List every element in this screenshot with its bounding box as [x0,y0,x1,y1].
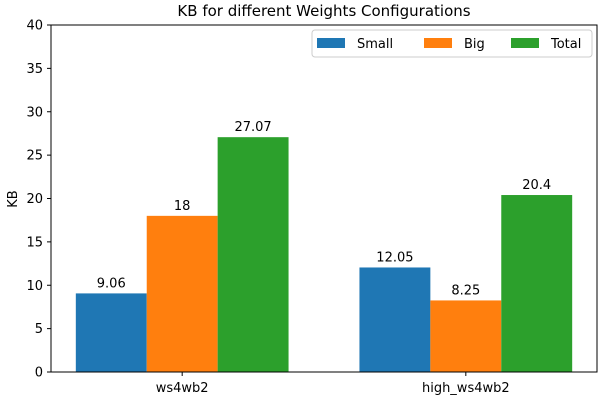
y-axis-label: KB [6,190,21,207]
bar-small-ws4wb2 [75,293,147,372]
chart-title: KB for different Weights Configurations [177,2,470,20]
bar-small-high-ws4wb2 [359,267,431,372]
bar-big-high-ws4wb2 [430,300,502,372]
plot-frame [50,24,598,373]
bars-group [75,137,573,372]
legend-label-big: Big [464,37,485,52]
data-label-small-high-ws4wb2: 12.05 [376,250,413,265]
y-axis: 0 5 10 15 20 25 30 35 40 [26,19,51,381]
legend-swatch-big [424,38,452,48]
legend-label-small: Small [357,37,393,52]
x-tick-label: ws4wb2 [156,381,209,396]
data-label-small-ws4wb2: 9.06 [97,276,126,291]
legend-swatch-small [317,38,345,48]
data-label-total-ws4wb2: 27.07 [234,120,271,135]
y-tick-label: 5 [35,322,43,337]
legend-swatch-total [511,38,539,48]
y-tick-label: 10 [26,279,43,294]
bar-total-ws4wb2 [217,137,289,372]
data-label-big-high-ws4wb2: 8.25 [451,283,480,298]
y-tick-label: 25 [26,149,43,164]
data-label-big-ws4wb2: 18 [174,199,191,214]
y-tick-label: 0 [35,366,43,381]
bar-total-high-ws4wb2 [501,195,573,372]
y-tick-label: 30 [26,105,43,120]
y-tick-label: 35 [26,62,43,77]
y-tick-label: 40 [26,19,43,34]
legend-label-total: Total [550,37,581,52]
y-tick-label: 15 [26,235,43,250]
bar-big-ws4wb2 [146,215,218,372]
x-tick-label: high_ws4wb2 [422,381,510,396]
data-labels-group: 9.06 12.05 18 8.25 27.07 20.4 [97,120,551,298]
legend: Small Big Total [311,29,593,58]
y-tick-label: 20 [26,192,43,207]
x-axis: ws4wb2 high_ws4wb2 [156,372,510,396]
data-label-total-high-ws4wb2: 20.4 [522,178,551,193]
